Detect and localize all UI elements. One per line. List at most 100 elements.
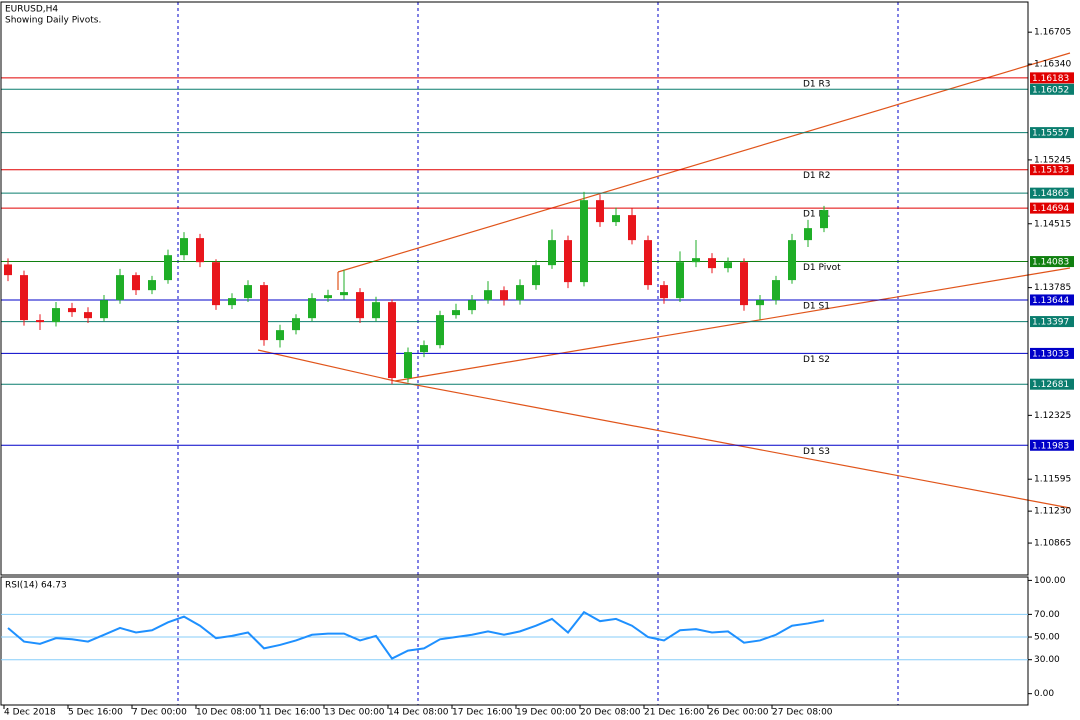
candle-body [420,345,428,353]
candle-body [676,262,684,299]
candle-body [628,215,636,241]
candle-body [596,200,604,223]
candle-body [516,285,524,301]
x-tick-label: 26 Dec 00:00 [708,708,769,718]
rsi-pane-border [0,576,1029,706]
level-value: 1.12681 [1032,380,1069,390]
level-box [1030,164,1074,176]
x-tick-label: 10 Dec 08:00 [196,708,257,718]
candle-body [740,262,748,306]
level-box [1030,256,1074,268]
y-tick-label: 1.13785 [1034,283,1071,293]
candle-body [180,238,188,256]
rsi-y-tick-label: 70.00 [1034,610,1060,620]
x-tick-label: 4 Dec 2018 [4,708,56,718]
price-pane: D1 R3 D1 R2 D1 R1 D1 Pivot D1 S1 D1 S2 D1 S3 [1,77,1028,457]
candle-body [452,310,460,316]
x-tick-label: 17 Dec 16:00 [452,708,513,718]
candle-body [388,302,396,379]
level-name: D1 R3 [803,79,831,89]
candle-body [468,300,476,311]
rsi-label: RSI(14) 64.73 [5,581,67,591]
level-value: 1.14865 [1032,189,1069,199]
candle-body [196,238,204,263]
candle-body [772,280,780,301]
candle-body [100,300,108,319]
trend-line [394,267,1071,382]
candle-body [356,292,364,319]
candle-body [548,240,556,266]
level-value: 1.14694 [1032,204,1069,214]
candle-body [228,298,236,306]
level-box [1030,202,1074,214]
candle-body [612,215,620,223]
candle-body [564,240,572,283]
rsi-line [7,610,825,660]
level-box [1030,294,1074,306]
level-value: 1.16183 [1032,74,1069,84]
y-tick-label: 1.15245 [1034,155,1071,165]
candle-body [212,262,220,306]
chart-title: EURUSD,H4 [5,5,58,15]
candle-body [164,255,172,281]
rsi-y-tick-label: 100.00 [1034,576,1066,586]
candle-body [580,200,588,283]
candle-body [644,240,652,286]
x-tick-label: 27 Dec 08:00 [772,708,833,718]
level-name: D1 R1 [803,210,831,220]
level-name: D1 S3 [803,447,830,457]
candle-body [692,258,700,263]
candle-body [660,285,668,299]
x-tick-label: 11 Dec 16:00 [260,708,321,718]
y-tick-label: 1.12325 [1034,411,1071,421]
price-pane-border [0,1,1029,576]
candle-body [372,302,380,319]
rsi-y-tick-label: 30.00 [1034,655,1060,665]
rsi-y-tick-label: 50.00 [1034,633,1060,643]
rsi-y-tick-label: 0.00 [1034,689,1054,699]
candle-body [84,312,92,319]
x-tick-label: 21 Dec 16:00 [644,708,705,718]
level-box [1030,347,1074,359]
x-tick-label: 7 Dec 00:00 [132,708,187,718]
level-value: 1.16052 [1032,85,1069,95]
level-value: 1.15133 [1032,166,1069,176]
candle-body [308,298,316,319]
candle-body [484,290,492,301]
level-box [1030,439,1074,451]
candle-body [324,295,332,299]
candle-body [148,280,156,291]
x-tick-label: 20 Dec 08:00 [580,708,641,718]
candle-body [20,275,28,321]
y-tick-label: 1.11230 [1034,507,1071,517]
x-tick-label: 5 Dec 16:00 [68,708,123,718]
candle-body [436,315,444,346]
candle-body [404,352,412,379]
level-name: D1 S2 [803,355,830,365]
candle-body [756,300,764,306]
level-box [1030,127,1074,139]
candle-body [68,308,76,313]
candle-body [36,320,44,323]
level-box [1030,83,1074,95]
candle-body [500,290,508,301]
candle-body [804,228,812,241]
trend-line [257,349,396,382]
candle-body [788,240,796,281]
level-value: 1.13397 [1032,318,1069,328]
trend-line [394,380,1071,509]
x-tick-label: 13 Dec 00:00 [324,708,385,718]
candle-body [724,262,732,269]
level-box [1030,187,1074,199]
y-tick-label: 1.10865 [1034,539,1071,549]
level-value: 1.13033 [1032,349,1069,359]
candle-body [52,308,60,323]
level-value: 1.15557 [1032,129,1069,139]
candle-body [532,265,540,286]
x-tick-label: 19 Dec 00:00 [516,708,577,718]
candle-body [276,330,284,341]
x-tick-label: 14 Dec 08:00 [388,708,449,718]
candle-body [260,285,268,341]
level-value: 1.13644 [1032,296,1069,306]
